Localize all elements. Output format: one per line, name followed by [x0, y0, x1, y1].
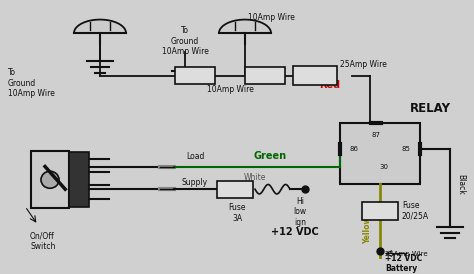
Bar — [175, 67, 215, 84]
Bar — [69, 152, 89, 207]
Text: 87: 87 — [372, 132, 381, 138]
Text: 86: 86 — [350, 146, 359, 152]
Text: +12 VDC
Battery: +12 VDC Battery — [385, 253, 422, 273]
Text: RELAY: RELAY — [410, 102, 450, 115]
Text: On/Off
Switch: On/Off Switch — [30, 232, 55, 251]
Text: Hi
low
ign: Hi low ign — [293, 197, 307, 227]
Text: 10Amp Wire: 10Amp Wire — [248, 13, 295, 22]
Text: Black: Black — [456, 174, 465, 195]
Bar — [362, 201, 398, 220]
Polygon shape — [74, 19, 126, 33]
Text: 25Amp Wire: 25Amp Wire — [385, 250, 428, 256]
Text: Supply: Supply — [182, 178, 208, 187]
Bar — [31, 151, 69, 208]
Text: Load: Load — [186, 152, 204, 161]
Text: 85: 85 — [401, 146, 410, 152]
Bar — [217, 181, 253, 198]
Circle shape — [41, 171, 59, 188]
Text: 30: 30 — [380, 164, 389, 170]
Text: 25Amp Wire: 25Amp Wire — [340, 60, 387, 69]
Text: Green: Green — [254, 151, 287, 161]
Text: White: White — [244, 173, 266, 182]
Text: Fuse
20/25A: Fuse 20/25A — [402, 201, 429, 221]
Bar — [245, 67, 285, 84]
Text: Fuse
3A: Fuse 3A — [228, 203, 246, 223]
Bar — [340, 123, 420, 184]
Text: Red: Red — [319, 80, 340, 90]
Text: Yellow: Yellow — [364, 216, 373, 244]
Text: To
Ground
10Amp Wire: To Ground 10Amp Wire — [162, 27, 209, 56]
Text: To
Ground
10Amp Wire: To Ground 10Amp Wire — [8, 68, 55, 98]
Text: 10Amp Wire: 10Amp Wire — [207, 85, 254, 94]
Bar — [293, 66, 337, 85]
Text: +12 VDC: +12 VDC — [271, 227, 319, 237]
Polygon shape — [219, 19, 271, 33]
